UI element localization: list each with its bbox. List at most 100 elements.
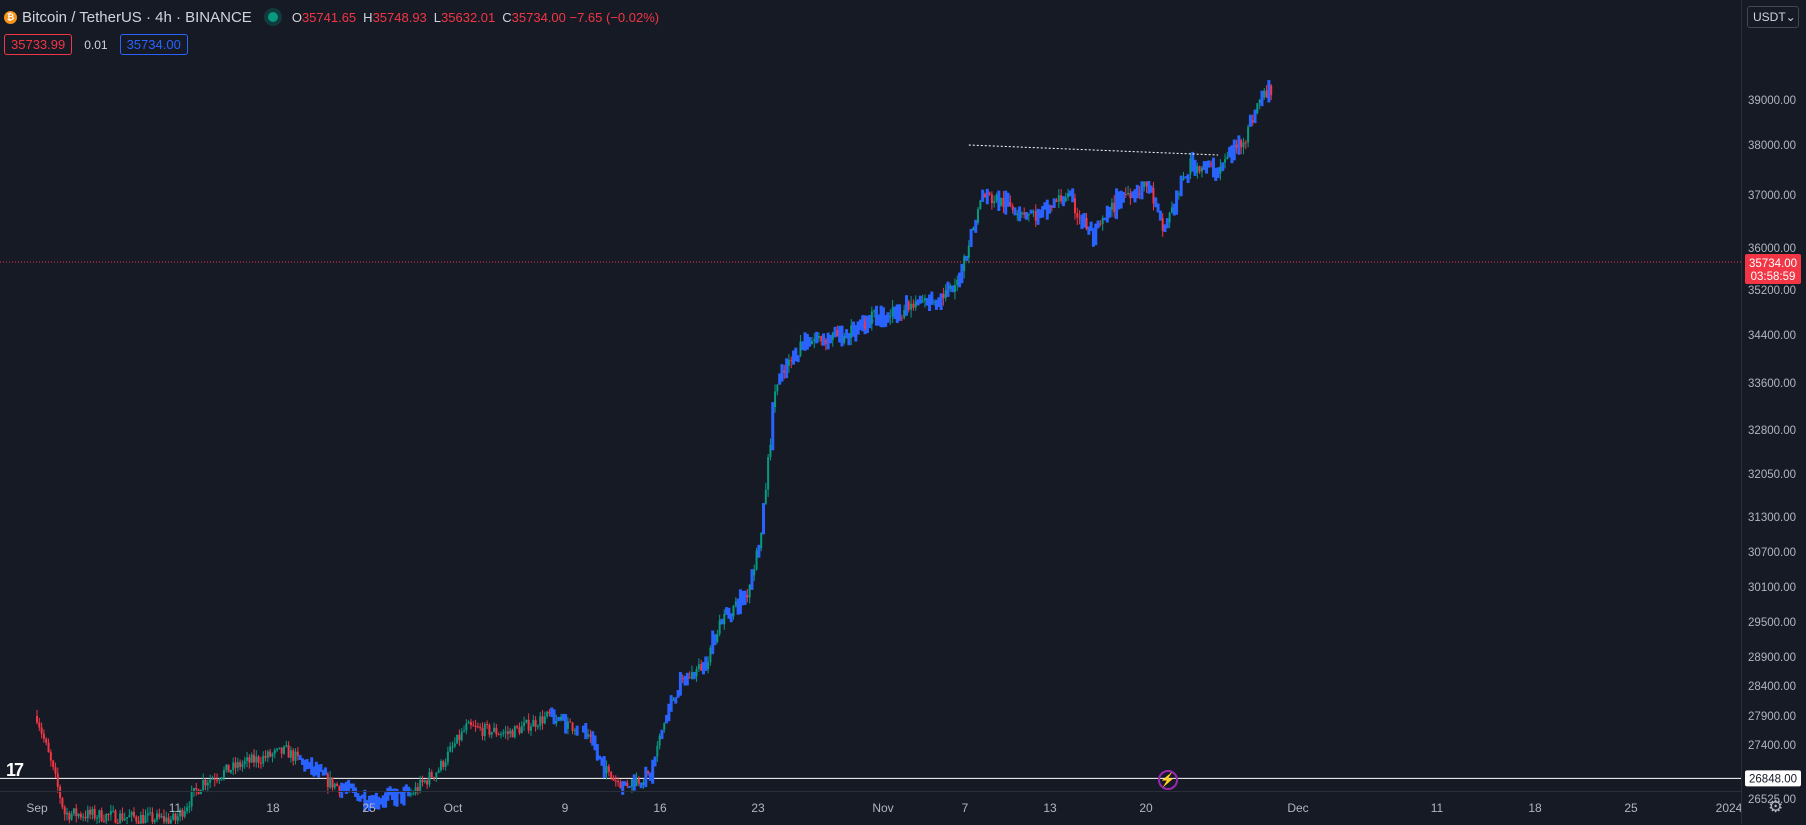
candle-body (923, 298, 926, 301)
candle-body (630, 779, 633, 787)
candle-body (282, 746, 285, 754)
candle-body (963, 256, 966, 272)
sell-button[interactable]: 35733.99 (4, 34, 73, 55)
candle-body (174, 813, 177, 821)
candle-body (36, 716, 38, 723)
candle-body (746, 595, 749, 598)
candle-body (573, 730, 576, 732)
candle-body (156, 813, 159, 820)
candle-body (555, 721, 558, 724)
candle-body (949, 285, 952, 289)
candle-body (449, 746, 452, 752)
candle-body (1057, 195, 1060, 202)
candle-body (1101, 218, 1104, 225)
candle-body (820, 335, 823, 342)
candle-body (1247, 126, 1250, 143)
candle-body (539, 716, 542, 727)
candle-body (465, 723, 468, 731)
candle-body (695, 668, 698, 677)
x-tick-label: 11 (169, 801, 182, 815)
candle-body (836, 329, 839, 337)
candle-body (121, 813, 124, 821)
candle-body (1251, 120, 1254, 123)
candle-body (179, 809, 182, 817)
candle-body (863, 321, 866, 329)
time-axis[interactable] (0, 791, 1741, 825)
candle-body (1224, 159, 1227, 163)
candle-body (688, 677, 691, 679)
candle-body (236, 762, 239, 768)
symbol-title[interactable]: Bitcoin / TetherUS · 4h · BINANCE (22, 8, 252, 26)
y-tick-label: 33600.00 (1748, 378, 1796, 390)
candle-body (1085, 217, 1088, 230)
candle-body (769, 444, 772, 458)
candle-body (1145, 181, 1148, 187)
candle-body (289, 750, 292, 758)
x-tick-label: 18 (1528, 801, 1542, 815)
candle-body (1161, 218, 1164, 231)
candle-body (1099, 223, 1102, 225)
candle-body (907, 301, 910, 310)
candle-body (248, 757, 251, 763)
candle-body (571, 722, 574, 731)
candle-body (329, 777, 332, 788)
ohlc-high: H35748.93 (363, 9, 427, 25)
candle-body (1244, 142, 1247, 144)
candle-body (541, 716, 544, 724)
candle-body (566, 721, 569, 729)
candle-body (79, 814, 82, 818)
candle-body (831, 332, 834, 340)
price-axis[interactable] (1741, 0, 1806, 824)
candle-body (333, 783, 336, 788)
candle-body (421, 779, 424, 783)
candle-body (338, 785, 341, 793)
candle-body (614, 780, 617, 782)
candle-body (1020, 212, 1023, 215)
candle-body (211, 778, 214, 780)
candle-body (1182, 178, 1185, 181)
candle-body (70, 813, 73, 820)
candle-body (38, 722, 41, 728)
candle-body (1240, 140, 1243, 148)
tradingview-logo-icon[interactable]: 17 (6, 760, 24, 780)
trendline (968, 144, 1219, 156)
x-tick-label: Dec (1287, 801, 1308, 815)
candle-body (63, 807, 66, 815)
candle-body (89, 809, 92, 815)
y-tick-label: 28400.00 (1748, 681, 1796, 693)
buy-button[interactable]: 35734.00 (119, 34, 188, 55)
candle-body (1078, 217, 1081, 219)
symbol-legend: ₿ Bitcoin / TetherUS · 4h · BINANCE O357… (4, 6, 666, 28)
candle-body (755, 550, 758, 570)
candle-body (499, 734, 502, 736)
currency-selector[interactable]: USDT ⌄ (1747, 6, 1799, 28)
candle-body (523, 722, 526, 726)
candle-body (199, 789, 202, 795)
candle-body (944, 290, 947, 299)
bitcoin-icon: ₿ (4, 10, 17, 24)
x-tick-label: 11 (1431, 801, 1444, 815)
buy-sell-panel: 35733.99 0.01 35734.00 (4, 34, 188, 55)
candle-body (167, 817, 170, 824)
candle-body (160, 815, 163, 818)
lightning-icon[interactable]: ⚡ (1158, 770, 1178, 790)
x-tick-label: 16 (653, 801, 667, 815)
candle-body (990, 194, 993, 204)
gear-icon[interactable]: ⚙ (1768, 797, 1784, 816)
y-tick-label: 32050.00 (1748, 469, 1796, 481)
candle-body (474, 726, 477, 728)
candle-body (983, 194, 986, 198)
candle-body (546, 711, 549, 717)
candle-body (817, 335, 820, 339)
candle-body (1226, 156, 1229, 160)
candle-body (617, 780, 620, 783)
candle-body (331, 777, 334, 788)
ohlc-low: L35632.01 (433, 9, 496, 25)
candle-body (972, 227, 975, 231)
candle-body (280, 747, 283, 754)
candle-body (195, 787, 198, 790)
candle-body (414, 787, 417, 794)
candle-body (707, 662, 710, 670)
candle-body (262, 755, 265, 764)
